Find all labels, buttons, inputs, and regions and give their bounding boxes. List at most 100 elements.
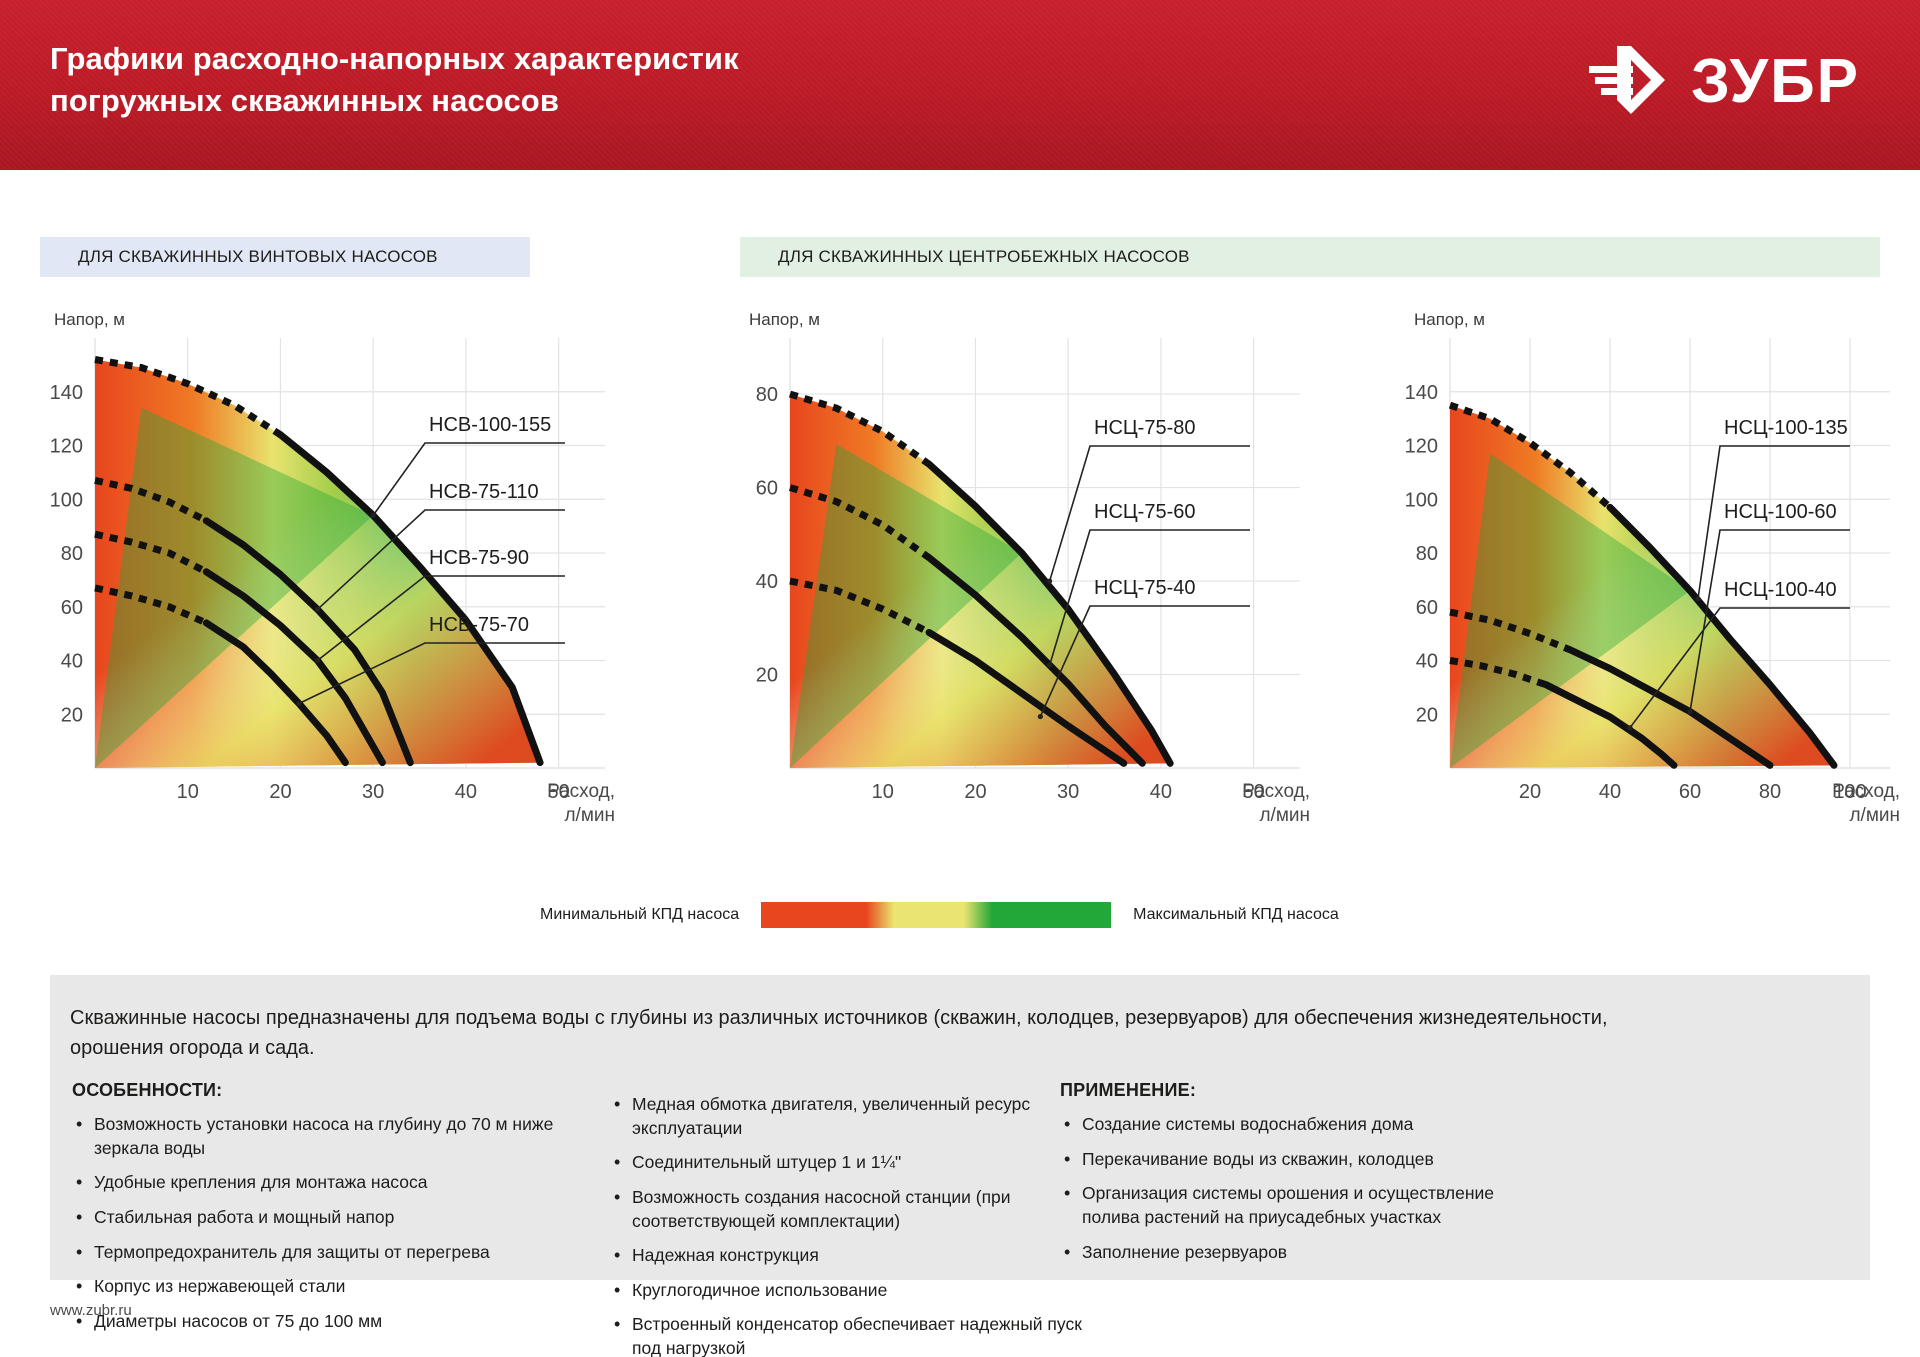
chart-svg: 20 40 60 80 100 120 140 10 20 30 40 50 НСВ-100-155 НС… <box>50 338 605 803</box>
chart2-plot-area: 20 40 60 80 10 20 30 40 50 НСЦ-75-80 НСЦ-75-60 НСЦ-… <box>756 338 1300 803</box>
curve-label: НСЦ-100-40 <box>1724 579 1837 601</box>
features-list-2: Медная обмотка двигателя, увеличенный ре… <box>610 1092 1110 1357</box>
y-tick-label: 80 <box>1416 543 1438 565</box>
curve-dashed-segment <box>1449 608 1572 653</box>
x-tick-label: 40 <box>455 781 477 803</box>
curve-label: НСВ-100-155 <box>429 414 551 436</box>
y-tick-label: 100 <box>50 489 83 511</box>
curve-solid-segment <box>202 619 349 767</box>
x-tick-label: 50 <box>1243 781 1265 803</box>
list-item: Заполнение резервуаров <box>1060 1240 1530 1265</box>
curve-label: НСЦ-75-80 <box>1094 417 1196 439</box>
x-tick-label: 10 <box>177 781 199 803</box>
brand-name: ЗУБР <box>1691 47 1860 116</box>
y-tick-label: 60 <box>1416 597 1438 619</box>
list-item: Создание системы водоснабжения дома <box>1060 1112 1530 1137</box>
chart-svg: 20 40 60 80 10 20 30 40 50 НСЦ-75-80 НСЦ-75-60 НСЦ-… <box>756 338 1300 803</box>
curve-leader-line <box>1048 445 1250 582</box>
chart3-xaxis-title-line2: л/мин <box>1849 804 1900 826</box>
curve-dashed-segment <box>94 530 208 575</box>
curve-leader-line <box>1697 445 1850 599</box>
chart-screw-pumps: Напор, м 20 40 60 80 100 120 140 10 20 30 40 50 НСВ-… <box>40 310 620 870</box>
y-tick-label: 20 <box>1416 704 1438 726</box>
y-tick-label: 140 <box>50 382 83 404</box>
curve-solid-segment <box>925 460 1174 767</box>
curve-dashed-segment <box>94 584 208 627</box>
zubr-diamond-icon <box>1587 42 1667 122</box>
curve-leader-line <box>372 442 565 516</box>
curve-label: НСВ-75-90 <box>429 547 529 569</box>
curve-solid-segment <box>1606 503 1838 769</box>
curve-dashed-segment <box>789 577 931 636</box>
x-tick-label: 100 <box>1833 781 1866 803</box>
footer-url: www.zubr.ru <box>50 1302 132 1319</box>
chart1-plot-area: 20 40 60 80 100 120 140 10 20 30 40 50 НСВ-100-155 НС… <box>50 338 605 803</box>
x-tick-label: 30 <box>1057 781 1079 803</box>
curve-leader-line <box>1689 529 1850 712</box>
list-item: Встроенный конденсатор обеспечивает наде… <box>610 1312 1110 1357</box>
curve-leader-line <box>1048 529 1250 666</box>
y-tick-label: 80 <box>756 384 778 406</box>
y-tick-label: 80 <box>61 543 83 565</box>
y-tick-label: 120 <box>1405 436 1438 458</box>
legend-min-label: Минимальный КПД насоса <box>540 906 740 923</box>
list-item: Возможность установки насоса на глубину … <box>72 1112 562 1160</box>
chart2-xaxis-title-line2: л/мин <box>1259 804 1310 826</box>
list-item: Термопредохранитель для защиты от перегр… <box>72 1240 562 1265</box>
y-tick-label: 20 <box>61 704 83 726</box>
y-tick-label: 20 <box>756 665 778 687</box>
x-tick-label: 80 <box>1759 781 1781 803</box>
chart1-xaxis-title: Расход, л/мин <box>495 780 615 828</box>
list-item: Надежная конструкция <box>610 1243 1110 1268</box>
chart2-ylabel: Напор, м <box>749 310 820 329</box>
section-header-screw: ДЛЯ СКВАЖИННЫХ ВИНТОВЫХ НАСОСОВ <box>40 237 530 277</box>
y-tick-label: 40 <box>1416 651 1438 673</box>
chart-svg: 20 40 60 80 100 120 140 20 40 60 80 100 НСЦ-100-135 Н… <box>1405 338 1890 803</box>
section-header-centrifugal-label: ДЛЯ СКВАЖИННЫХ ЦЕНТРОБЕЖНЫХ НАСОСОВ <box>778 247 1190 266</box>
info-panel: Скважинные насосы предназначены для подъ… <box>50 975 1870 1357</box>
curve-leader-line <box>317 509 565 611</box>
x-tick-label: 20 <box>1519 781 1541 803</box>
legend-max-label: Максимальный КПД насоса <box>1133 906 1339 923</box>
chart1-xaxis-title-line2: л/мин <box>564 804 615 826</box>
curve-label: НСВ-75-110 <box>429 481 539 503</box>
x-tick-label: 40 <box>1150 781 1172 803</box>
page-title: Графики расходно-напорных характеристик … <box>50 38 1150 122</box>
list-item: Диаметры насосов от 75 до 100 мм <box>72 1309 562 1334</box>
list-item: Удобные крепления для монтажа насоса <box>72 1170 562 1195</box>
curve-label: НСЦ-75-60 <box>1094 501 1196 523</box>
chart2-xaxis-title-line1: Расход, <box>1242 781 1310 802</box>
chart1-xaxis-title-line1: Расход, <box>547 781 615 802</box>
chart-centrifugal-75: Напор, м 20 40 60 80 10 20 30 40 50 НСЦ-75-80 НСЦ-… <box>735 310 1315 870</box>
y-tick-label: 60 <box>61 597 83 619</box>
chart3-ylabel: Напор, м <box>1414 310 1485 329</box>
legend-gradient-bar <box>761 902 1112 928</box>
features-column-1: ОСОБЕННОСТИ: Возможность установки насос… <box>72 1080 562 1344</box>
chart2-xaxis-title: Расход, л/мин <box>1190 780 1310 828</box>
curve-label: НСВ-75-70 <box>429 614 529 636</box>
curve-dashed-segment <box>94 356 283 438</box>
y-tick-label: 120 <box>50 436 83 458</box>
curve-solid-segment <box>1566 646 1774 769</box>
brand-logo: ЗУБР <box>1587 42 1860 122</box>
application-column: ПРИМЕНЕНИЕ: Создание системы водоснабжен… <box>1060 1080 1530 1275</box>
x-tick-label: 10 <box>872 781 894 803</box>
curve-leader-line <box>317 575 565 662</box>
application-list: Создание системы водоснабжения дома Перек… <box>1060 1112 1530 1265</box>
curve-leader-line <box>1039 605 1250 717</box>
y-tick-label: 60 <box>756 478 778 500</box>
section-header-screw-label: ДЛЯ СКВАЖИННЫХ ВИНТОВЫХ НАСОСОВ <box>78 247 438 266</box>
list-item: Соединительный штуцер 1 и 1¼" <box>610 1150 1110 1175</box>
page-title-line2: погружных скважинных насосов <box>50 83 559 119</box>
info-intro-line1: Скважинные насосы предназначены для подъ… <box>70 1007 1608 1029</box>
x-tick-label: 40 <box>1599 781 1621 803</box>
curve-dashed-segment <box>1449 657 1548 689</box>
section-header-centrifugal: ДЛЯ СКВАЖИННЫХ ЦЕНТРОБЕЖНЫХ НАСОСОВ <box>740 237 1880 277</box>
curve-solid-segment <box>925 554 1146 767</box>
curve-solid-segment <box>925 628 1128 767</box>
chart-centrifugal-100: Напор, м 20 40 60 80 100 120 140 20 40 60 80 100 НСЦ… <box>1320 310 1900 870</box>
features-column-2: Медная обмотка двигателя, увеличенный ре… <box>610 1092 1110 1357</box>
features-list-1: Возможность установки насоса на глубину … <box>72 1112 562 1334</box>
list-item: Медная обмотка двигателя, увеличенный ре… <box>610 1092 1110 1140</box>
